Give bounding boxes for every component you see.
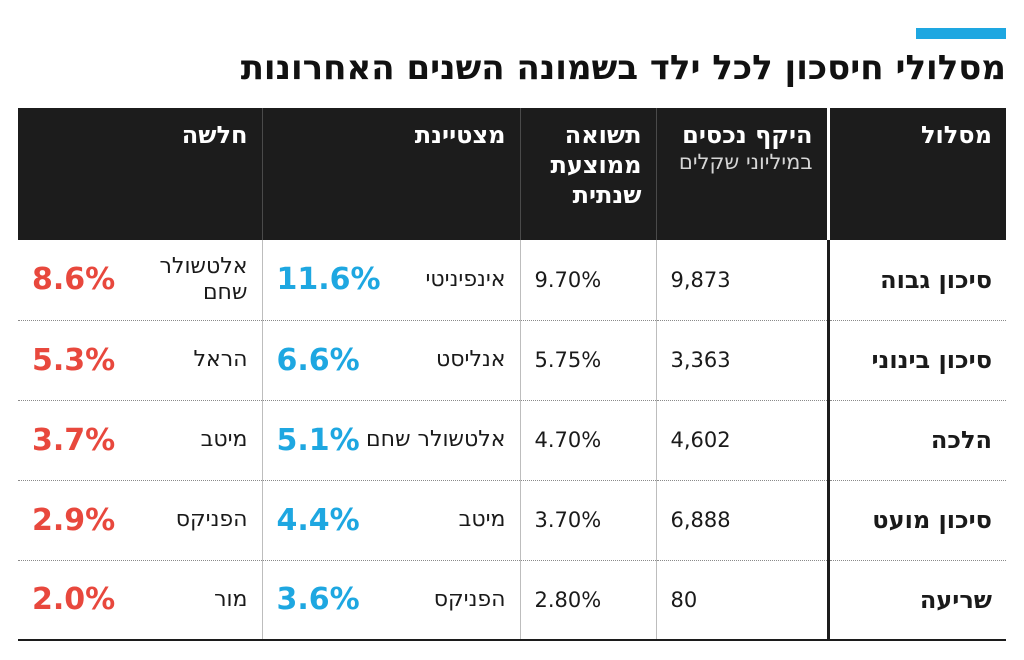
best-fund-name: הפניקס [433,586,506,612]
assets-cell: 4,602 [655,400,828,481]
best-return-value: 4.4% [276,502,360,538]
best-cell: מיטב 4.4% [261,480,520,561]
worst-fund-name: הראל [193,347,248,372]
worst-cell: אלטשולר שחם 8.6% [18,240,262,321]
worst-cell: הפניקס 2.9% [18,480,262,561]
route-cell: סיכון גבוה [826,240,1006,321]
header-assets-unit: במיליוני שקלים [678,150,813,174]
assets-cell: 80 [655,560,828,641]
chart-title: מסלולי חיסכון לכל ילד בשמונה השנים האחרו… [240,48,1006,88]
best-cell: אינפיניטי 11.6% [261,240,520,321]
route-cell: שריעה [826,560,1006,641]
worst-return-value: 8.6% [32,262,116,298]
worst-return-value: 2.9% [32,502,116,538]
header-route: מסלול [826,108,1006,240]
table-row: סיכון גבוה 9,873 9.70% אינפיניטי 11.6% אלטשול… [18,240,1006,321]
best-fund-name: מיטב [458,507,506,532]
header-return: תשואה ממוצעת שנתית [519,108,656,240]
best-return-value: 11.6% [276,262,381,298]
route-cell: סיכון בינוני [826,320,1006,401]
best-fund-name: אלטשולר שחם [365,427,506,452]
avg-return-cell: 2.80% [519,560,656,641]
best-fund-name: אנליסט [436,347,506,372]
worst-fund-name: הפניקס [175,507,248,532]
assets-cell: 6,888 [655,480,828,561]
best-return-value: 6.6% [276,342,360,378]
worst-return-value: 2.0% [32,582,116,618]
header-worst: חלשה [18,108,262,240]
table-body: סיכון גבוה 9,873 9.70% אינפיניטי 11.6% אלטשול… [18,240,1006,641]
route-cell: סיכון מועט [826,480,1006,561]
worst-fund-name: אלטשולר שחם [159,253,248,305]
header-row: מסלול היקף נכסים במיליוני שקלים תשואה ממ… [18,108,1006,240]
best-fund-name: אינפיניטי [425,266,506,292]
worst-return-value: 3.7% [32,422,116,458]
worst-cell: מיטב 3.7% [18,400,262,481]
route-cell: הלכה [826,400,1006,481]
best-cell: אנליסט 6.6% [261,320,520,401]
avg-return-cell: 9.70% [519,240,656,321]
worst-cell: מור 2.0% [18,560,262,641]
savings-table: מסלול היקף נכסים במיליוני שקלים תשואה ממ… [18,108,1006,641]
header-assets: היקף נכסים במיליוני שקלים [655,108,828,240]
avg-return-cell: 3.70% [519,480,656,561]
table-row: שריעה 80 2.80% הפניקס 3.6% מור 2.0% [18,560,1006,641]
table-row: סיכון מועט 6,888 3.70% מיטב 4.4% הפניקס 2.9% [18,480,1006,561]
worst-return-value: 5.3% [32,342,116,378]
best-return-value: 5.1% [276,422,360,458]
best-cell: אלטשולר שחם 5.1% [261,400,520,481]
avg-return-cell: 4.70% [519,400,656,481]
table-row: סיכון בינוני 3,363 5.75% אנליסט 6.6% הראל 5.3% [18,320,1006,401]
assets-cell: 9,873 [655,240,828,321]
worst-cell: הראל 5.3% [18,320,262,401]
best-return-value: 3.6% [276,582,360,618]
table-row: הלכה 4,602 4.70% אלטשולר שחם 5.1% מיטב 3.7% [18,400,1006,481]
header-best: מצטיינת [261,108,520,240]
worst-fund-name: מור [214,586,248,612]
worst-fund-name: מיטב [200,427,248,452]
avg-return-cell: 5.75% [519,320,656,401]
assets-cell: 3,363 [655,320,828,401]
accent-bar [916,28,1006,39]
best-cell: הפניקס 3.6% [261,560,520,641]
